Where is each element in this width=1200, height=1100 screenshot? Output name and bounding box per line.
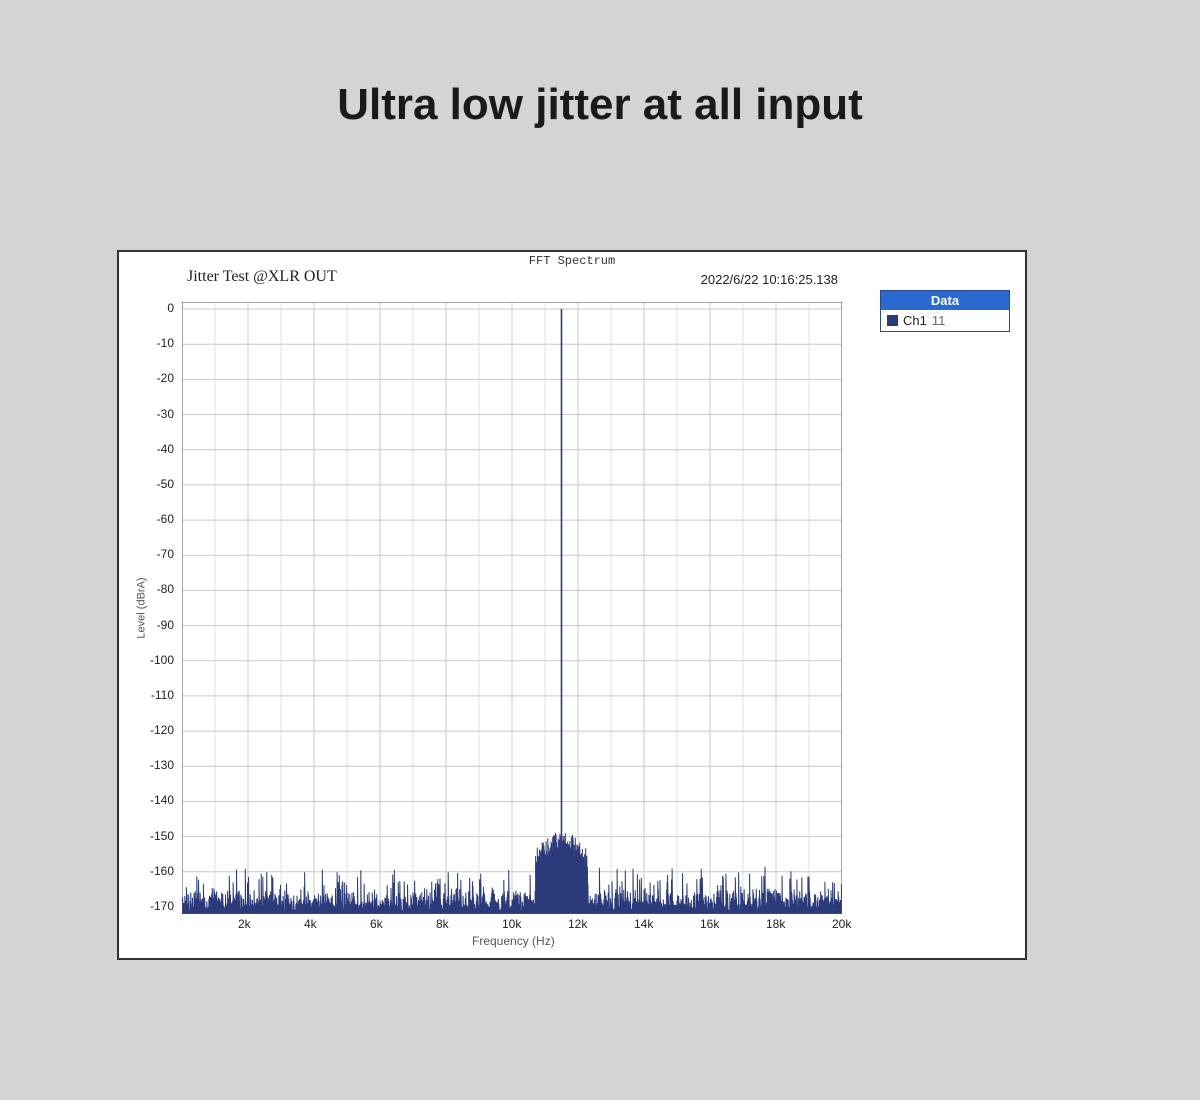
x-tick-label: 2k (238, 917, 251, 931)
x-tick-label: 6k (370, 917, 383, 931)
y-tick-label: -100 (150, 653, 174, 667)
y-tick-label: -90 (157, 618, 174, 632)
x-tick-label: 10k (502, 917, 521, 931)
y-tick-label: -20 (157, 371, 174, 385)
y-tick-label: 0 (167, 301, 174, 315)
x-tick-label: 12k (568, 917, 587, 931)
x-tick-label: 4k (304, 917, 317, 931)
y-tick-label: -110 (151, 688, 174, 702)
x-tick-label: 20k (832, 917, 851, 931)
legend-header: Data (881, 291, 1009, 310)
x-tick-label: 18k (766, 917, 785, 931)
y-tick-label: -140 (150, 793, 174, 807)
chart-timestamp: 2022/6/22 10:16:25.138 (701, 272, 838, 287)
x-tick-label: 14k (634, 917, 653, 931)
x-tick-label: 16k (700, 917, 719, 931)
fft-plot (182, 302, 842, 914)
chart-title: FFT Spectrum (529, 254, 615, 268)
page-title: Ultra low jitter at all input (0, 0, 1200, 130)
y-tick-label: -120 (150, 723, 174, 737)
legend-swatch-icon (887, 315, 898, 326)
y-tick-label: -170 (150, 899, 174, 913)
y-axis-label: Level (dBrA) (136, 577, 148, 638)
y-tick-label: -150 (150, 829, 174, 843)
y-tick-label: -70 (157, 547, 174, 561)
y-tick-label: -40 (157, 442, 174, 456)
x-tick-label: 8k (436, 917, 449, 931)
legend-row: Ch1 11 (881, 310, 1009, 331)
y-tick-label: -160 (150, 864, 174, 878)
chart-test-label: Jitter Test @XLR OUT (187, 268, 337, 286)
x-axis-label: Frequency (Hz) (472, 934, 555, 948)
y-tick-label: -80 (157, 582, 174, 596)
chart-panel: FFT Spectrum Jitter Test @XLR OUT 2022/6… (117, 250, 1027, 960)
y-tick-label: -50 (157, 477, 174, 491)
legend-series-value: 11 (932, 313, 946, 328)
y-tick-label: -60 (157, 512, 174, 526)
y-tick-label: -10 (157, 336, 174, 350)
y-tick-label: -130 (150, 758, 174, 772)
legend: Data Ch1 11 (880, 290, 1010, 332)
y-tick-label: -30 (157, 407, 174, 421)
legend-series-name: Ch1 (903, 313, 927, 328)
